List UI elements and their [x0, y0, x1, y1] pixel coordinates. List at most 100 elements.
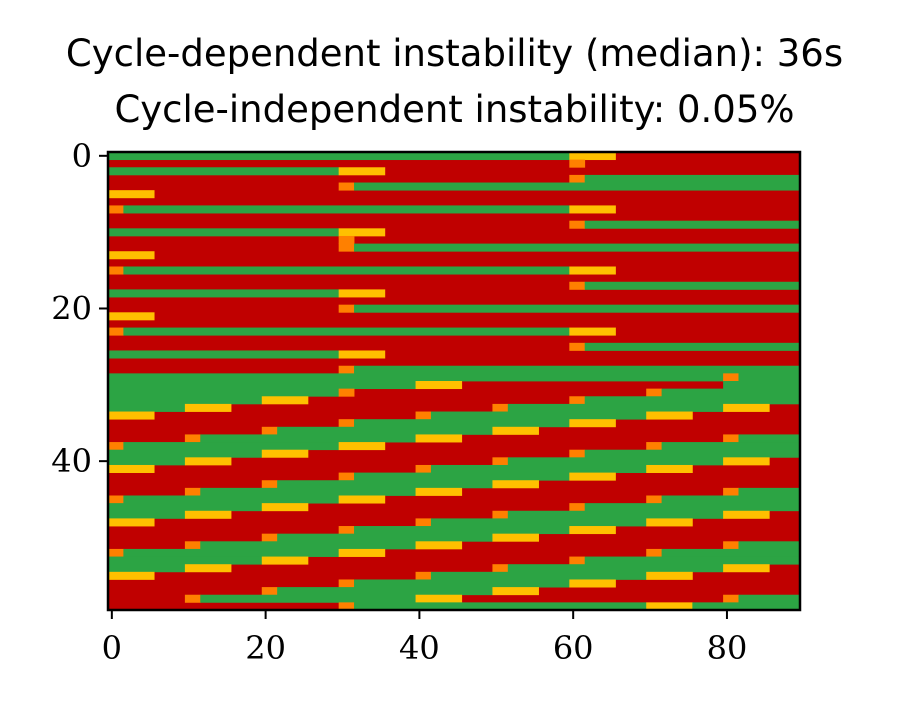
- heatmap-cell: [123, 327, 570, 336]
- heatmap-cell: [492, 426, 539, 435]
- heatmap-cell: [723, 457, 770, 466]
- heatmap-cell: [415, 518, 432, 527]
- heatmap-cell: [108, 571, 155, 580]
- heatmap-cell: [569, 266, 616, 275]
- heatmap-cell: [108, 350, 340, 359]
- chart-title: Cycle-dependent instability (median): 36…: [65, 32, 844, 75]
- heatmap-cell: [569, 327, 616, 336]
- heatmap-cell: [261, 556, 309, 565]
- heatmap-cell: [277, 533, 493, 542]
- heatmap-cell: [108, 403, 186, 412]
- heatmap-cell: [415, 381, 463, 390]
- heatmap-cell: [354, 419, 570, 428]
- heatmap-cell: [123, 266, 570, 275]
- heatmap-cell: [569, 472, 616, 481]
- heatmap-cell: [492, 533, 539, 542]
- heatmap-cell: [108, 449, 263, 458]
- heatmap-cell: [261, 480, 278, 489]
- x-tick-label: 20: [245, 629, 286, 667]
- heatmap-cell: [569, 159, 586, 168]
- heatmap-cell: [354, 243, 801, 252]
- heatmap-cell: [723, 487, 739, 496]
- heatmap-cell: [338, 289, 386, 298]
- heatmap-cell: [354, 365, 801, 374]
- heatmap-cell: [492, 403, 509, 412]
- heatmap-cell: [338, 167, 386, 176]
- heatmap-cell: [108, 381, 340, 390]
- heatmap-cell: [338, 548, 386, 557]
- x-tick-label: 0: [102, 629, 122, 667]
- heatmap-cell: [492, 564, 509, 573]
- chart-subtitle: Cycle-independent instability: 0.05%: [114, 88, 795, 131]
- heatmap-cell: [108, 495, 124, 504]
- heatmap-cell: [184, 594, 201, 603]
- heatmap-cell: [723, 564, 770, 573]
- heatmap-cell: [569, 526, 616, 535]
- heatmap-cell: [354, 472, 570, 481]
- heatmap-cell: [108, 503, 263, 512]
- heatmap-cell: [123, 495, 340, 504]
- heatmap-cell: [569, 579, 616, 588]
- heatmap-cell: [200, 434, 416, 443]
- heatmap-cell: [430, 411, 647, 420]
- heatmap-cell: [200, 487, 416, 496]
- heatmap-cell: [338, 182, 355, 191]
- heatmap-cell: [584, 396, 801, 405]
- heatmap-cell: [184, 564, 232, 573]
- heatmap-cell: [108, 556, 263, 565]
- heatmap-cell: [108, 152, 570, 161]
- heatmap-cell: [108, 464, 155, 473]
- heatmap-cell: [108, 167, 340, 176]
- heatmap-cell: [277, 480, 493, 489]
- heatmap-cell: [569, 449, 586, 458]
- heatmap-cell: [492, 587, 539, 596]
- heatmap-cell: [184, 541, 201, 550]
- heatmap-cell: [338, 365, 355, 374]
- heatmap-cell: [108, 228, 340, 237]
- heatmap-cell: [738, 434, 801, 443]
- heatmap-cell: [123, 548, 340, 557]
- heatmap-cell: [584, 281, 801, 290]
- heatmap-cell: [415, 594, 463, 603]
- heatmap-cell: [338, 228, 386, 237]
- heatmap-cell: [415, 434, 463, 443]
- heatmap-cell: [261, 426, 278, 435]
- heatmap-cell: [354, 182, 801, 191]
- heatmap-cell: [507, 457, 724, 466]
- heatmap-cell: [569, 174, 586, 183]
- heatmap-cell: [723, 541, 739, 550]
- heatmap-cell: [430, 464, 647, 473]
- heatmap-cell: [108, 518, 155, 527]
- heatmap-cell: [338, 304, 355, 313]
- heatmap-cell: [200, 541, 416, 550]
- heatmap-cell: [415, 411, 432, 420]
- heatmap-cell: [415, 487, 463, 496]
- heatmap-cell: [108, 312, 155, 321]
- plot-frame: [106, 150, 802, 612]
- heatmap-cell: [108, 510, 186, 519]
- heatmap-cell: [661, 548, 801, 557]
- heatmap-cell: [646, 442, 662, 451]
- heatmap-cell: [738, 594, 801, 603]
- heatmap-cell: [108, 373, 724, 382]
- heatmap-cell: [338, 235, 355, 244]
- heatmap-cell: [200, 594, 416, 603]
- heatmap-cell: [108, 548, 124, 557]
- heatmap-cell: [569, 205, 616, 214]
- heatmap-cell: [184, 403, 232, 412]
- heatmap-cell: [661, 388, 801, 397]
- heatmap-cell: [661, 442, 801, 451]
- heatmap-cell: [277, 587, 493, 596]
- heatmap-cell: [108, 564, 186, 573]
- heatmap-cell: [338, 472, 355, 481]
- heatmap-cell: [738, 373, 801, 382]
- y-tick-label: 40: [51, 442, 92, 480]
- heatmap-cell: [723, 510, 770, 519]
- heatmap-cell: [184, 457, 232, 466]
- heatmap-cell: [584, 556, 801, 565]
- heatmap-cell: [338, 419, 355, 428]
- heatmap-cell: [584, 174, 801, 183]
- heatmap-cell: [354, 602, 647, 611]
- heatmap-cell: [723, 381, 801, 390]
